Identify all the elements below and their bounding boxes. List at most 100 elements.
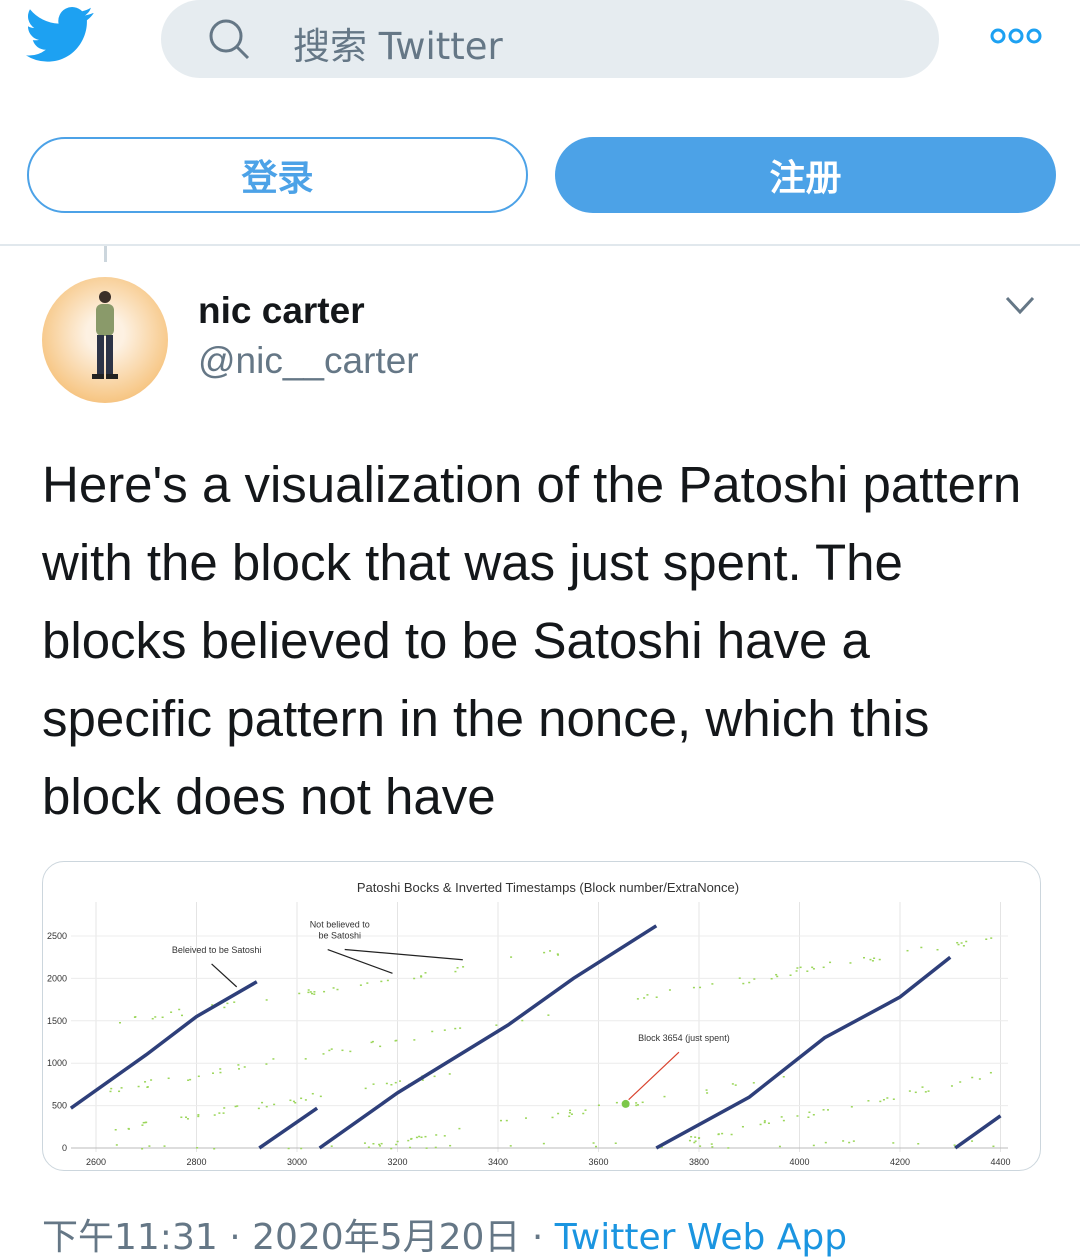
other-block-point <box>873 957 876 960</box>
other-block-point <box>287 1147 290 1150</box>
divider <box>0 244 1080 246</box>
other-block-point <box>298 992 301 995</box>
other-block-point <box>706 1092 709 1094</box>
other-block-point <box>367 1146 370 1148</box>
other-block-point <box>543 951 546 954</box>
x-tick-label: 2800 <box>186 1157 206 1167</box>
other-block-point <box>415 1136 418 1139</box>
other-block-point <box>850 1106 853 1108</box>
other-block-point <box>597 1104 600 1107</box>
other-block-point <box>568 1115 571 1118</box>
other-block-point <box>163 1145 166 1147</box>
author-handle[interactable]: @nic__carter <box>198 340 419 381</box>
other-block-point <box>812 1144 815 1147</box>
other-block-point <box>879 1100 882 1103</box>
other-block-point <box>219 1068 222 1070</box>
other-block-point <box>265 999 268 1001</box>
other-block-point <box>782 1119 785 1122</box>
author-name[interactable]: nic carter <box>198 290 365 331</box>
highlight-point-block-3654 <box>621 1099 630 1108</box>
other-block-point <box>636 998 639 1000</box>
y-tick-label: 1500 <box>47 1016 67 1026</box>
avatar[interactable] <box>42 277 168 403</box>
other-block-point <box>782 1076 785 1078</box>
other-block-point <box>148 1145 151 1147</box>
other-block-point <box>237 1064 240 1066</box>
other-block-point <box>307 991 310 994</box>
other-block-point <box>646 994 649 996</box>
other-block-point <box>637 1104 640 1106</box>
other-block-point <box>237 1068 240 1070</box>
other-block-point <box>569 1109 572 1112</box>
other-block-point <box>920 946 923 949</box>
chart: Patoshi Bocks & Inverted Timestamps (Blo… <box>47 880 1011 1167</box>
other-block-point <box>776 975 779 978</box>
other-block-point <box>992 1145 995 1148</box>
other-block-point <box>906 949 909 952</box>
other-block-point <box>871 960 874 962</box>
thread-line <box>104 246 107 262</box>
other-block-point <box>127 1128 130 1130</box>
other-block-point <box>829 961 832 964</box>
tweet-source-link[interactable]: Twitter Web App <box>554 1217 848 1258</box>
other-block-point <box>118 1090 121 1093</box>
other-block-point <box>443 1135 446 1137</box>
tweet-image-chart[interactable]: Patoshi Bocks & Inverted Timestamps (Blo… <box>42 861 1041 1171</box>
signup-button[interactable]: 注册 <box>555 137 1056 213</box>
other-block-point <box>443 1029 446 1031</box>
other-block-point <box>137 1085 140 1088</box>
other-block-point <box>413 977 416 980</box>
other-block-point <box>978 1078 981 1080</box>
other-block-point <box>178 1008 181 1011</box>
annotation-label: Not believed to <box>310 920 370 930</box>
other-block-point <box>886 1097 889 1099</box>
y-tick-label: 0 <box>62 1143 67 1153</box>
other-block-point <box>236 1105 239 1107</box>
other-block-point <box>763 1121 766 1124</box>
twitter-bird-icon[interactable] <box>26 6 94 64</box>
other-block-point <box>223 1006 226 1009</box>
other-block-point <box>953 1144 956 1146</box>
other-block-point <box>655 996 658 998</box>
other-block-point <box>705 1089 708 1091</box>
other-block-point <box>509 1145 512 1147</box>
other-block-point <box>379 1145 382 1147</box>
other-block-point <box>379 1045 382 1048</box>
other-block-point <box>727 1147 730 1149</box>
other-block-point <box>822 1109 825 1111</box>
other-block-point <box>549 950 552 952</box>
other-block-point <box>144 1121 147 1124</box>
other-block-point <box>867 1100 870 1102</box>
other-block-point <box>319 1095 322 1098</box>
other-block-point <box>410 1137 413 1140</box>
search-input[interactable]: 搜索 Twitter <box>293 25 503 68</box>
other-block-point <box>693 1141 696 1144</box>
other-block-point <box>294 1101 297 1104</box>
other-block-point <box>213 1114 216 1116</box>
more-icon[interactable] <box>990 27 1042 45</box>
login-button[interactable]: 登录 <box>27 137 528 213</box>
other-block-point <box>989 1071 992 1074</box>
other-block-point <box>456 967 459 969</box>
other-block-point <box>730 1133 733 1136</box>
other-block-point <box>962 945 965 947</box>
other-block-point <box>212 1072 215 1074</box>
other-block-point <box>307 989 310 991</box>
y-tick-label: 2000 <box>47 973 67 983</box>
other-block-point <box>265 1063 268 1065</box>
other-block-point <box>570 1113 573 1115</box>
other-block-point <box>848 1141 851 1144</box>
search-bar[interactable]: 搜索 Twitter <box>161 0 939 78</box>
chevron-down-icon[interactable] <box>1004 292 1036 318</box>
other-block-point <box>311 1092 314 1095</box>
other-block-point <box>359 984 362 986</box>
other-block-point <box>134 1016 137 1018</box>
x-tick-label: 3200 <box>387 1157 407 1167</box>
other-block-point <box>849 962 852 964</box>
x-tick-label: 2600 <box>86 1157 106 1167</box>
other-block-point <box>778 1145 781 1148</box>
other-block-point <box>213 1148 216 1150</box>
other-block-point <box>668 989 671 991</box>
other-block-point <box>956 941 959 944</box>
other-block-point <box>592 1142 595 1144</box>
